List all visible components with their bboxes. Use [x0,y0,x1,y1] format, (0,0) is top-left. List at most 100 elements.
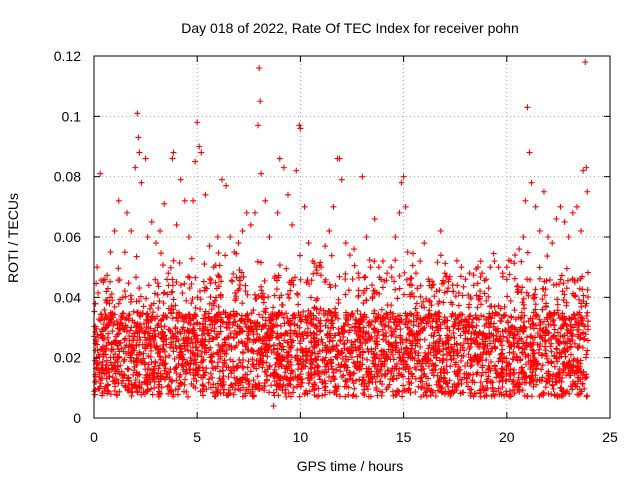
data-point [542,343,549,350]
data-point [526,374,533,381]
data-point [375,328,382,335]
data-point [139,341,146,348]
data-point [159,331,166,338]
data-point [495,372,502,379]
data-point [358,365,365,372]
data-point [364,356,371,363]
data-point [169,315,176,322]
data-point [100,350,107,357]
data-point [287,317,294,324]
data-point [455,289,462,296]
data-point [540,327,547,334]
data-point [345,384,352,391]
data-point [536,346,543,353]
data-point [345,391,352,398]
data-point [583,164,590,171]
data-point [414,285,421,292]
data-point [567,323,574,330]
data-point [381,363,388,370]
data-point [336,393,343,400]
data-point [523,334,530,341]
data-point [152,240,159,247]
data-point [283,329,290,336]
data-point [554,307,561,314]
data-point [437,369,444,376]
data-point [438,374,445,381]
data-point [398,359,405,366]
data-point [212,384,219,391]
data-point [298,318,305,325]
data-point [431,293,438,300]
data-point [485,373,492,380]
data-point [319,339,326,346]
data-point [554,296,561,303]
data-point [165,390,172,397]
data-point [305,375,312,382]
data-point [133,274,140,281]
data-point [165,382,172,389]
data-point [188,380,195,387]
data-point [127,354,134,361]
data-point [265,325,272,332]
data-point [127,327,134,334]
data-point [333,342,340,349]
data-point [100,333,107,340]
data-point [518,289,525,296]
data-point [553,345,560,352]
data-point [506,376,513,383]
data-point [250,377,257,384]
data-point [287,374,294,381]
data-point [318,379,325,386]
data-point [322,243,329,250]
data-point [150,327,157,334]
data-point [528,341,535,348]
data-point [518,309,525,316]
data-point [259,322,266,329]
data-point [187,360,194,367]
data-point [495,302,502,309]
data-point [300,308,307,315]
data-point [296,393,303,400]
data-point [507,393,514,400]
data-point [111,227,118,234]
data-point [498,342,505,349]
data-point [366,333,373,340]
data-point [354,358,361,365]
data-point [91,391,98,398]
data-point [473,390,480,397]
data-point [407,291,414,298]
data-point [153,343,160,350]
data-point [575,378,582,385]
data-point [446,327,453,334]
data-point [426,307,433,314]
data-point [151,385,158,392]
data-point [152,276,159,283]
data-point [576,335,583,342]
data-point [396,366,403,373]
data-point [131,383,138,390]
data-point [206,243,213,250]
data-point [385,339,392,346]
data-point [506,349,513,356]
data-point [165,305,172,312]
data-point [351,246,358,253]
data-point [310,270,317,277]
data-point [273,286,280,293]
data-point [467,344,474,351]
data-point [467,392,474,399]
data-point [561,291,568,298]
data-point [299,347,306,354]
data-point [531,291,538,298]
data-point [557,276,564,283]
data-point [101,336,108,343]
data-point [219,318,226,325]
data-point [536,264,543,271]
data-point [381,315,388,322]
data-point [287,359,294,366]
data-point [362,380,369,387]
data-point [312,357,319,364]
data-point [293,167,300,174]
data-point [467,363,474,370]
data-point [408,282,415,289]
data-point [383,277,390,284]
